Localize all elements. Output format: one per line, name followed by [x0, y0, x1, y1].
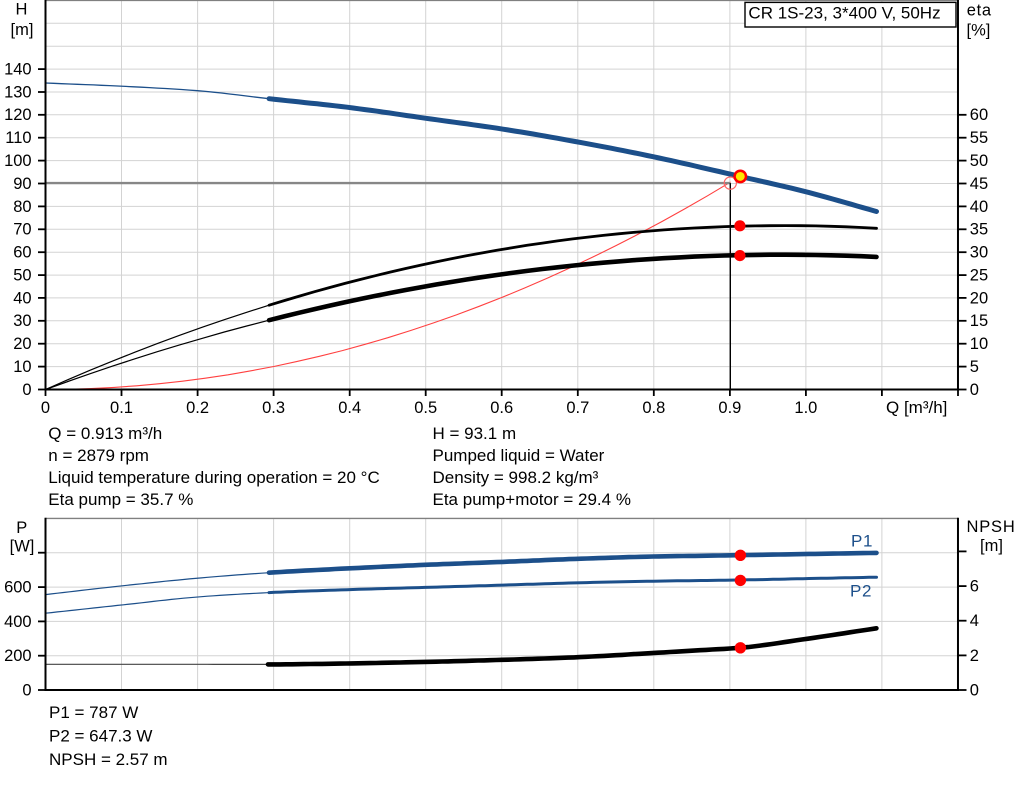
svg-text:Eta pump = 35.7 %: Eta pump = 35.7 %: [48, 490, 193, 509]
svg-text:0.1: 0.1: [110, 399, 133, 417]
svg-text:[m]: [m]: [980, 537, 1003, 555]
svg-text:0.9: 0.9: [718, 399, 741, 417]
svg-text:0: 0: [41, 399, 50, 417]
svg-text:0.6: 0.6: [490, 399, 513, 417]
svg-text:45: 45: [970, 175, 988, 193]
svg-text:NPSH = 2.57 m: NPSH = 2.57 m: [49, 750, 168, 769]
svg-text:60: 60: [970, 106, 988, 124]
svg-text:0.5: 0.5: [414, 399, 437, 417]
svg-text:70: 70: [13, 221, 31, 239]
svg-text:0: 0: [22, 381, 31, 399]
svg-text:30: 30: [13, 312, 31, 330]
svg-text:4: 4: [970, 612, 979, 630]
svg-text:20: 20: [970, 289, 988, 307]
svg-text:35: 35: [970, 221, 988, 239]
svg-text:0.4: 0.4: [338, 399, 361, 417]
svg-text:600: 600: [4, 579, 32, 597]
svg-text:eta: eta: [967, 2, 992, 20]
svg-text:6: 6: [970, 578, 979, 596]
svg-text:80: 80: [13, 198, 31, 216]
svg-text:50: 50: [970, 152, 988, 170]
svg-text:Q [m³/h]: Q [m³/h]: [886, 398, 947, 417]
svg-text:20: 20: [13, 335, 31, 353]
svg-text:NPSH: NPSH: [967, 518, 1016, 536]
svg-text:110: 110: [5, 129, 31, 147]
svg-text:Q = 0.913 m³/h: Q = 0.913 m³/h: [48, 424, 162, 443]
svg-text:2: 2: [970, 647, 979, 665]
svg-text:0: 0: [970, 681, 979, 699]
svg-text:Eta pump+motor = 29.4 %: Eta pump+motor = 29.4 %: [433, 490, 631, 509]
svg-text:0.3: 0.3: [262, 399, 285, 417]
svg-text:CR 1S-23, 3*400 V, 50Hz: CR 1S-23, 3*400 V, 50Hz: [748, 4, 940, 23]
svg-text:0.7: 0.7: [566, 399, 589, 417]
svg-text:H = 93.1 m: H = 93.1 m: [433, 424, 517, 443]
svg-text:25: 25: [970, 267, 988, 285]
svg-text:0: 0: [22, 681, 31, 699]
svg-text:0.8: 0.8: [642, 399, 665, 417]
svg-text:130: 130: [4, 83, 32, 101]
svg-text:0.2: 0.2: [186, 399, 209, 417]
svg-text:P2 = 647.3 W: P2 = 647.3 W: [49, 726, 152, 745]
svg-text:P1 = 787 W: P1 = 787 W: [49, 703, 138, 722]
svg-text:1.0: 1.0: [794, 399, 817, 417]
svg-text:Pumped liquid = Water: Pumped liquid = Water: [433, 446, 605, 465]
svg-text:55: 55: [970, 129, 988, 147]
svg-text:140: 140: [4, 61, 32, 79]
svg-text:10: 10: [13, 358, 31, 376]
svg-text:30: 30: [970, 244, 988, 262]
svg-text:P: P: [16, 519, 27, 537]
svg-text:90: 90: [13, 175, 31, 193]
svg-text:400: 400: [4, 613, 32, 631]
svg-text:Liquid temperature during oper: Liquid temperature during operation = 20…: [48, 468, 379, 487]
svg-text:Density = 998.2 kg/m³: Density = 998.2 kg/m³: [433, 468, 599, 487]
svg-text:0: 0: [970, 381, 979, 399]
svg-text:15: 15: [970, 312, 988, 330]
svg-text:[%]: [%]: [967, 21, 991, 39]
svg-text:5: 5: [970, 358, 979, 376]
svg-text:60: 60: [13, 244, 31, 262]
svg-text:100: 100: [4, 152, 32, 170]
svg-text:50: 50: [13, 267, 31, 285]
svg-text:40: 40: [13, 289, 31, 307]
svg-text:n = 2879 rpm: n = 2879 rpm: [48, 446, 149, 465]
svg-text:[m]: [m]: [11, 21, 34, 39]
svg-text:H: H: [16, 1, 28, 19]
svg-text:120: 120: [4, 106, 32, 124]
svg-text:40: 40: [970, 198, 988, 216]
svg-text:P1: P1: [851, 531, 873, 550]
svg-text:P2: P2: [850, 582, 872, 601]
svg-text:200: 200: [4, 647, 32, 665]
svg-text:10: 10: [970, 335, 988, 353]
svg-text:[W]: [W]: [10, 537, 35, 555]
